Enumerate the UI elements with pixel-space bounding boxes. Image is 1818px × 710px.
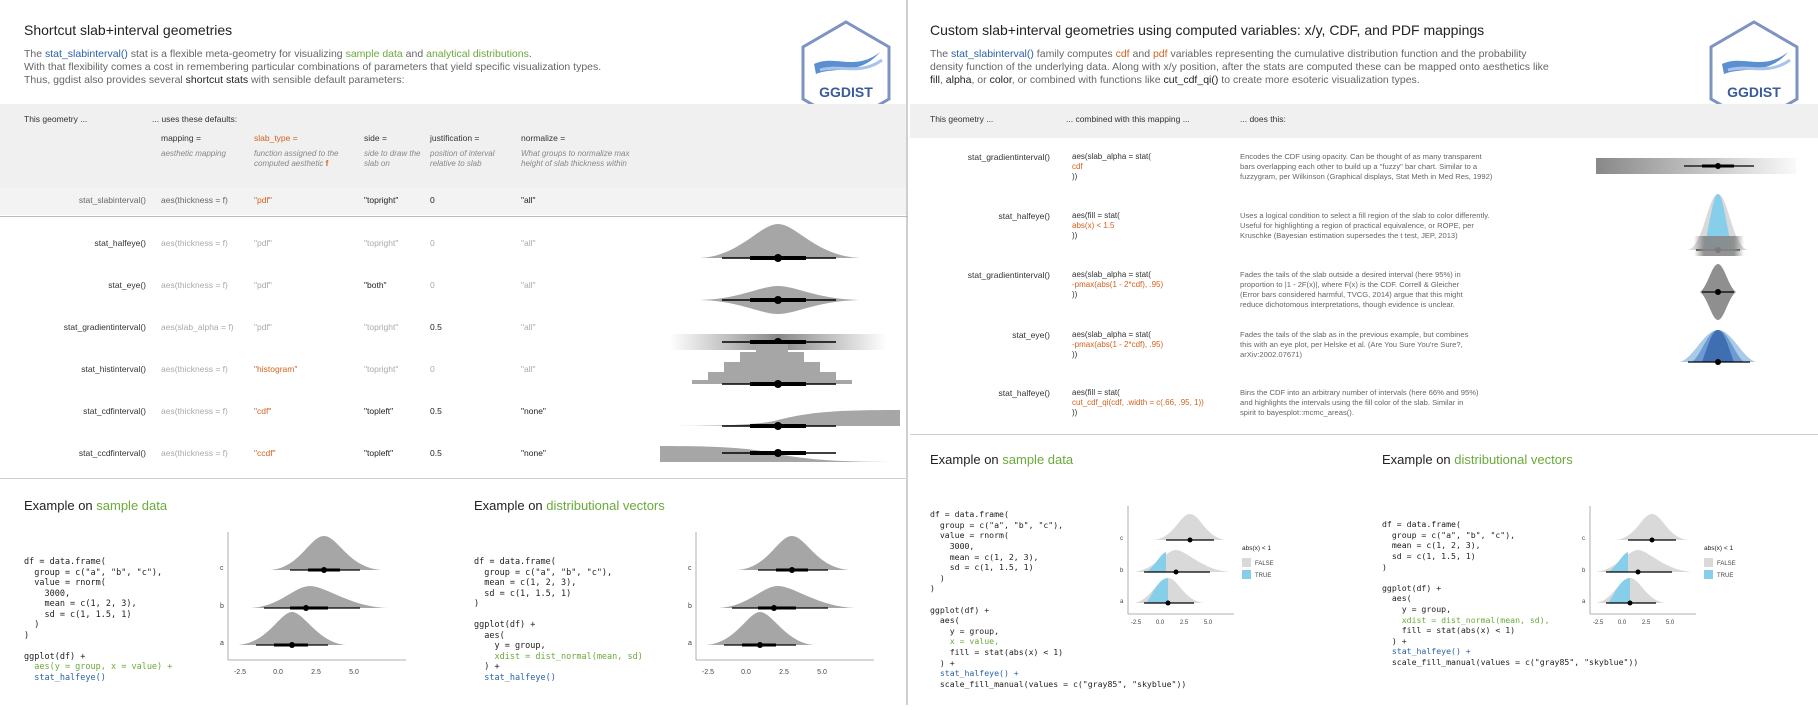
link-stat-slabinterval[interactable]: stat_slabinterval() (951, 48, 1034, 60)
left-example-dist-code: df = data.frame( group = c("a", "b", "c"… (474, 557, 643, 683)
legend-title: abs(x) < 1 (1704, 545, 1733, 552)
left-panel: Shortcut slab+interval geometries The st… (0, 0, 908, 705)
svg-text:2.5: 2.5 (1642, 620, 1651, 626)
svg-text:TRUE: TRUE (1255, 573, 1271, 579)
svg-text:5.0: 5.0 (1666, 620, 1675, 626)
svg-text:0.0: 0.0 (741, 669, 751, 676)
svg-text:b: b (220, 603, 224, 610)
svg-text:2.5: 2.5 (311, 669, 321, 676)
legend-swatch-true (1704, 570, 1713, 579)
cdfinterval-thumb (660, 410, 900, 430)
legend-swatch-false (1242, 558, 1251, 567)
right-example-dist-title: Example on distributional vectors (1382, 452, 1573, 467)
link-stat-slabinterval[interactable]: stat_slabinterval() (45, 48, 128, 60)
histinterval-thumb (692, 344, 852, 388)
svg-text:GGDIST: GGDIST (1727, 84, 1781, 100)
svg-text:-2.5: -2.5 (234, 669, 246, 676)
left-example-dist-title: Example on distributional vectors (474, 498, 665, 513)
svg-text:-2.5: -2.5 (1131, 620, 1142, 626)
cdf-qi-thumb (1680, 330, 1756, 365)
eye-thumb (700, 286, 860, 314)
svg-text:5.0: 5.0 (817, 669, 827, 676)
svg-text:5.0: 5.0 (1204, 620, 1213, 626)
right-example-dist-plot: c b a -2.5 0.0 2.5 5.0 abs(x) < 1 FALSE … (1582, 506, 1736, 626)
svg-text:a: a (688, 640, 692, 647)
svg-text:-2.5: -2.5 (702, 669, 714, 676)
base-row-name: stat_slabinterval() (78, 195, 146, 205)
left-example-sample-plot: c b a -2.5 0.0 2.5 5.0 (220, 532, 406, 676)
ccdfinterval-thumb (660, 446, 900, 462)
fade-eye-thumb (1700, 264, 1736, 320)
right-panel: Custom slab+interval geometries using co… (910, 0, 1818, 705)
left-intro: The stat_slabinterval() stat is a flexib… (24, 48, 602, 86)
fade-tails-thumb (1694, 236, 1744, 256)
left-example-sample-title: Example on sample data (24, 498, 168, 513)
left-table-header (0, 104, 906, 188)
right-table-header (910, 104, 1818, 138)
right-intro: The stat_slabinterval() family computes … (930, 48, 1549, 86)
svg-text:0.0: 0.0 (1618, 620, 1627, 626)
left-example-sample-code: df = data.frame( group = c("a", "b", "c"… (24, 557, 173, 683)
svg-text:c: c (688, 565, 692, 572)
svg-text:TRUE: TRUE (1717, 573, 1733, 579)
svg-text:c: c (1582, 536, 1585, 542)
svg-text:FALSE: FALSE (1717, 561, 1736, 567)
custom-thumbnails (1596, 158, 1796, 365)
svg-text:a: a (1120, 599, 1124, 605)
right-example-sample-plot: c b a -2.5 0.0 2.5 5.0 abs(x) < 1 FALSE … (1120, 506, 1274, 626)
svg-text:FALSE: FALSE (1255, 561, 1274, 567)
divider (0, 478, 908, 479)
svg-text:a: a (1582, 599, 1586, 605)
svg-text:b: b (1582, 568, 1586, 574)
right-example-sample-title: Example on sample data (930, 452, 1074, 467)
left-title: Shortcut slab+interval geometries (24, 22, 233, 38)
left-example-dist-plot: c b a -2.5 0.0 2.5 5.0 (688, 532, 874, 676)
svg-text:c: c (1120, 536, 1123, 542)
divider (910, 434, 1818, 435)
halfeye-thumb (700, 224, 860, 262)
shortcut-thumbnails (660, 224, 900, 462)
svg-text:2.5: 2.5 (779, 669, 789, 676)
svg-text:5.0: 5.0 (349, 669, 359, 676)
legend-swatch-true (1242, 570, 1251, 579)
svg-text:GGDIST: GGDIST (819, 84, 873, 100)
svg-text:2.5: 2.5 (1180, 620, 1189, 626)
svg-text:b: b (1120, 568, 1124, 574)
legend-title: abs(x) < 1 (1242, 545, 1271, 552)
right-title: Custom slab+interval geometries using co… (930, 22, 1485, 38)
svg-text:-2.5: -2.5 (1593, 620, 1604, 626)
svg-text:c: c (220, 565, 224, 572)
right-example-dist-code: df = data.frame( group = c("a", "b", "c"… (1382, 519, 1639, 667)
svg-text:b: b (688, 603, 692, 610)
svg-text:0.0: 0.0 (273, 669, 283, 676)
right-example-sample-code: df = data.frame( group = c("a", "b", "c"… (930, 509, 1187, 689)
base-row (0, 188, 906, 215)
divider (0, 216, 908, 217)
svg-text:0.0: 0.0 (1156, 620, 1165, 626)
legend-swatch-false (1704, 558, 1713, 567)
ggdist-logo: GGDIST (1709, 20, 1799, 126)
svg-text:a: a (220, 640, 224, 647)
cdf-alpha-thumb (1596, 158, 1796, 174)
